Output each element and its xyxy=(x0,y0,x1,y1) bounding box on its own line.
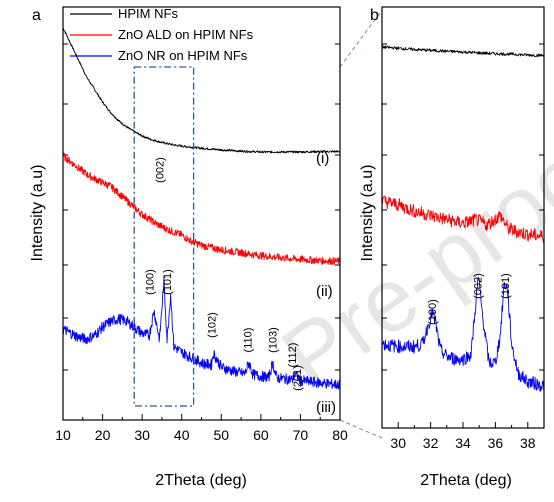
x-tick-label: 80 xyxy=(332,427,348,443)
legend-label-zno-ald: ZnO ALD on HPIM NFs xyxy=(118,27,254,42)
x-tick-label: 38 xyxy=(520,435,536,451)
x-tick-label: 60 xyxy=(253,427,269,443)
x-tick-label: 10 xyxy=(55,427,71,443)
panel-a-curve-labels: (i) (ii) (iii) xyxy=(316,150,336,416)
peak-label: (101) xyxy=(162,269,174,295)
panel-b-ticks: 30 32 34 36 38 xyxy=(382,43,544,451)
peak-label: (201) xyxy=(292,365,304,391)
panel-a: a 10 20 30 40 50 60 70 80 (002)(100) (101)(102)(… xyxy=(29,6,348,489)
curve-label: (iii) xyxy=(316,399,336,416)
watermark-text: Pre-proof xyxy=(265,111,554,409)
peak-label: (002) xyxy=(473,273,485,299)
panel-a-ylabel: Intensity (a.u) xyxy=(29,165,46,262)
peak-label: (103) xyxy=(267,327,279,353)
peak-label: (110) xyxy=(242,328,254,353)
zoom-connector-top xyxy=(339,9,383,68)
peak-label: (102) xyxy=(206,312,218,338)
x-tick-label: 36 xyxy=(488,435,504,451)
series-line-1 xyxy=(62,27,341,154)
x-tick-label: 40 xyxy=(174,427,190,443)
panel-b: b 30 32 34 36 38 (100) (002) (101) 2Theta (deg… xyxy=(359,6,545,489)
zoom-connector-bottom xyxy=(339,419,383,439)
series-line-3 xyxy=(62,276,341,390)
peak-label: (112) xyxy=(287,343,299,368)
panel-a-series xyxy=(62,27,341,390)
zoom-region-box xyxy=(133,66,195,407)
curve-label: (i) xyxy=(316,150,329,167)
panel-a-peak-labels: (002) (100) (101) (102) (110) (103) (112)(201) xyxy=(144,157,304,391)
panel-b-label: b xyxy=(370,7,379,24)
peak-label: (101) xyxy=(500,273,512,299)
x-tick-label: 50 xyxy=(213,427,229,443)
x-tick-label: 30 xyxy=(134,427,150,443)
panel-b-series xyxy=(381,45,545,392)
x-tick-label: 70 xyxy=(293,427,309,443)
x-tick-label: 32 xyxy=(423,435,439,451)
x-tick-label: 30 xyxy=(390,435,406,451)
panel-a-xlabel: 2Theta (deg) xyxy=(155,472,247,489)
panel-b-ylabel: Intensity (a.u) xyxy=(359,165,376,262)
panel-b-peak-labels: (100) (002) (101) xyxy=(427,273,512,325)
series-line-3 xyxy=(381,276,545,392)
x-tick-label: 20 xyxy=(95,427,111,443)
peak-label: (100) xyxy=(144,269,156,295)
curve-label: (ii) xyxy=(316,283,333,300)
panel-a-label: a xyxy=(32,7,41,24)
panel-b-frame xyxy=(381,6,545,429)
peak-label: (002) xyxy=(155,157,167,183)
legend-label-hpim: HPIM NFs xyxy=(118,6,178,21)
panel-b-xlabel: 2Theta (deg) xyxy=(420,472,512,489)
series-line-1 xyxy=(381,45,545,58)
x-tick-label: 34 xyxy=(455,435,471,451)
legend: HPIM NFs ZnO ALD on HPIM NFs ZnO NR on H… xyxy=(70,6,254,63)
legend-label-zno-nr: ZnO NR on HPIM NFs xyxy=(118,48,248,63)
series-line-2 xyxy=(62,152,341,266)
peak-label: (100) xyxy=(427,299,439,325)
panel-a-frame xyxy=(62,6,341,421)
series-line-2 xyxy=(381,195,545,243)
